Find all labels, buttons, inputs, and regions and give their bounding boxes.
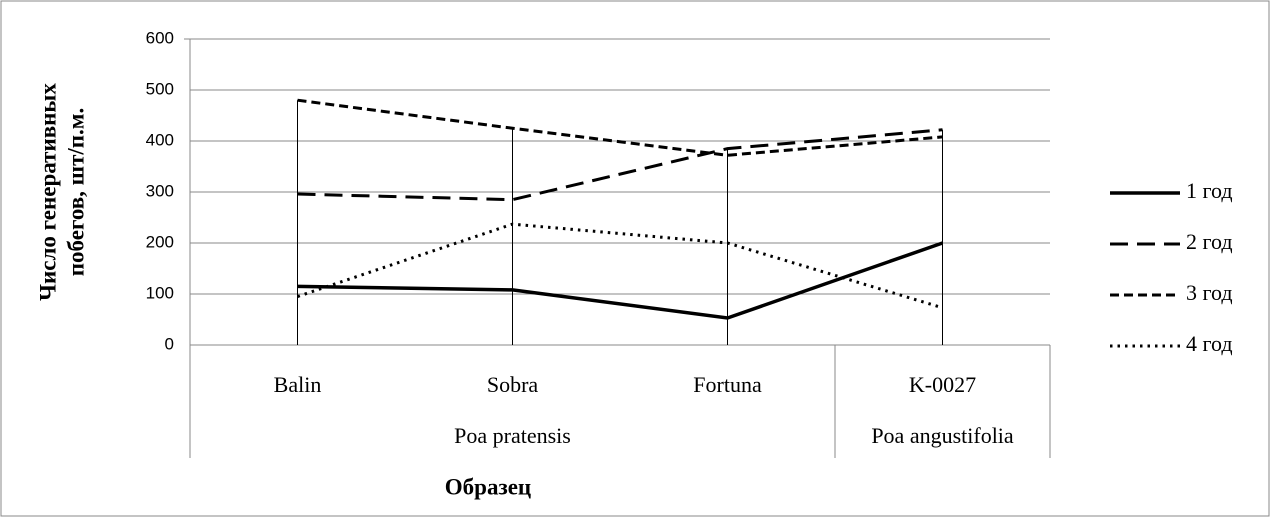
y-axis-title: Число генеративных побегов, шт/п.м. bbox=[35, 83, 88, 301]
y-axis-title-line: побегов, шт/п.м. bbox=[63, 108, 88, 276]
series-line bbox=[297, 98, 943, 157]
x-tick-label: Balin bbox=[274, 372, 322, 397]
y-axis-title-line: Число генеративных bbox=[35, 83, 60, 301]
y-tick-label: 0 bbox=[165, 334, 174, 353]
legend-label: 3 год bbox=[1186, 280, 1233, 305]
y-tick-label: 200 bbox=[146, 232, 174, 251]
x-tick-label: Fortuna bbox=[693, 372, 762, 397]
x-axis-title: Образец bbox=[445, 474, 531, 499]
legend-label: 2 год bbox=[1186, 229, 1233, 254]
y-tick-label: 500 bbox=[146, 79, 174, 98]
series-line bbox=[297, 241, 944, 320]
series-line bbox=[297, 222, 943, 310]
group-label: Poa angustifolia bbox=[871, 423, 1014, 448]
y-tick-label: 400 bbox=[146, 130, 174, 149]
y-tick-label: 300 bbox=[146, 181, 174, 200]
series-line bbox=[297, 128, 943, 202]
legend-label: 4 год bbox=[1186, 331, 1233, 356]
group-label: Poa pratensis bbox=[454, 423, 571, 448]
y-tick-label: 100 bbox=[146, 283, 174, 302]
x-tick-label: Sobra bbox=[487, 372, 539, 397]
x-tick-label: K-0027 bbox=[909, 372, 976, 397]
y-tick-label: 600 bbox=[146, 28, 174, 47]
legend-label: 1 год bbox=[1186, 178, 1233, 203]
